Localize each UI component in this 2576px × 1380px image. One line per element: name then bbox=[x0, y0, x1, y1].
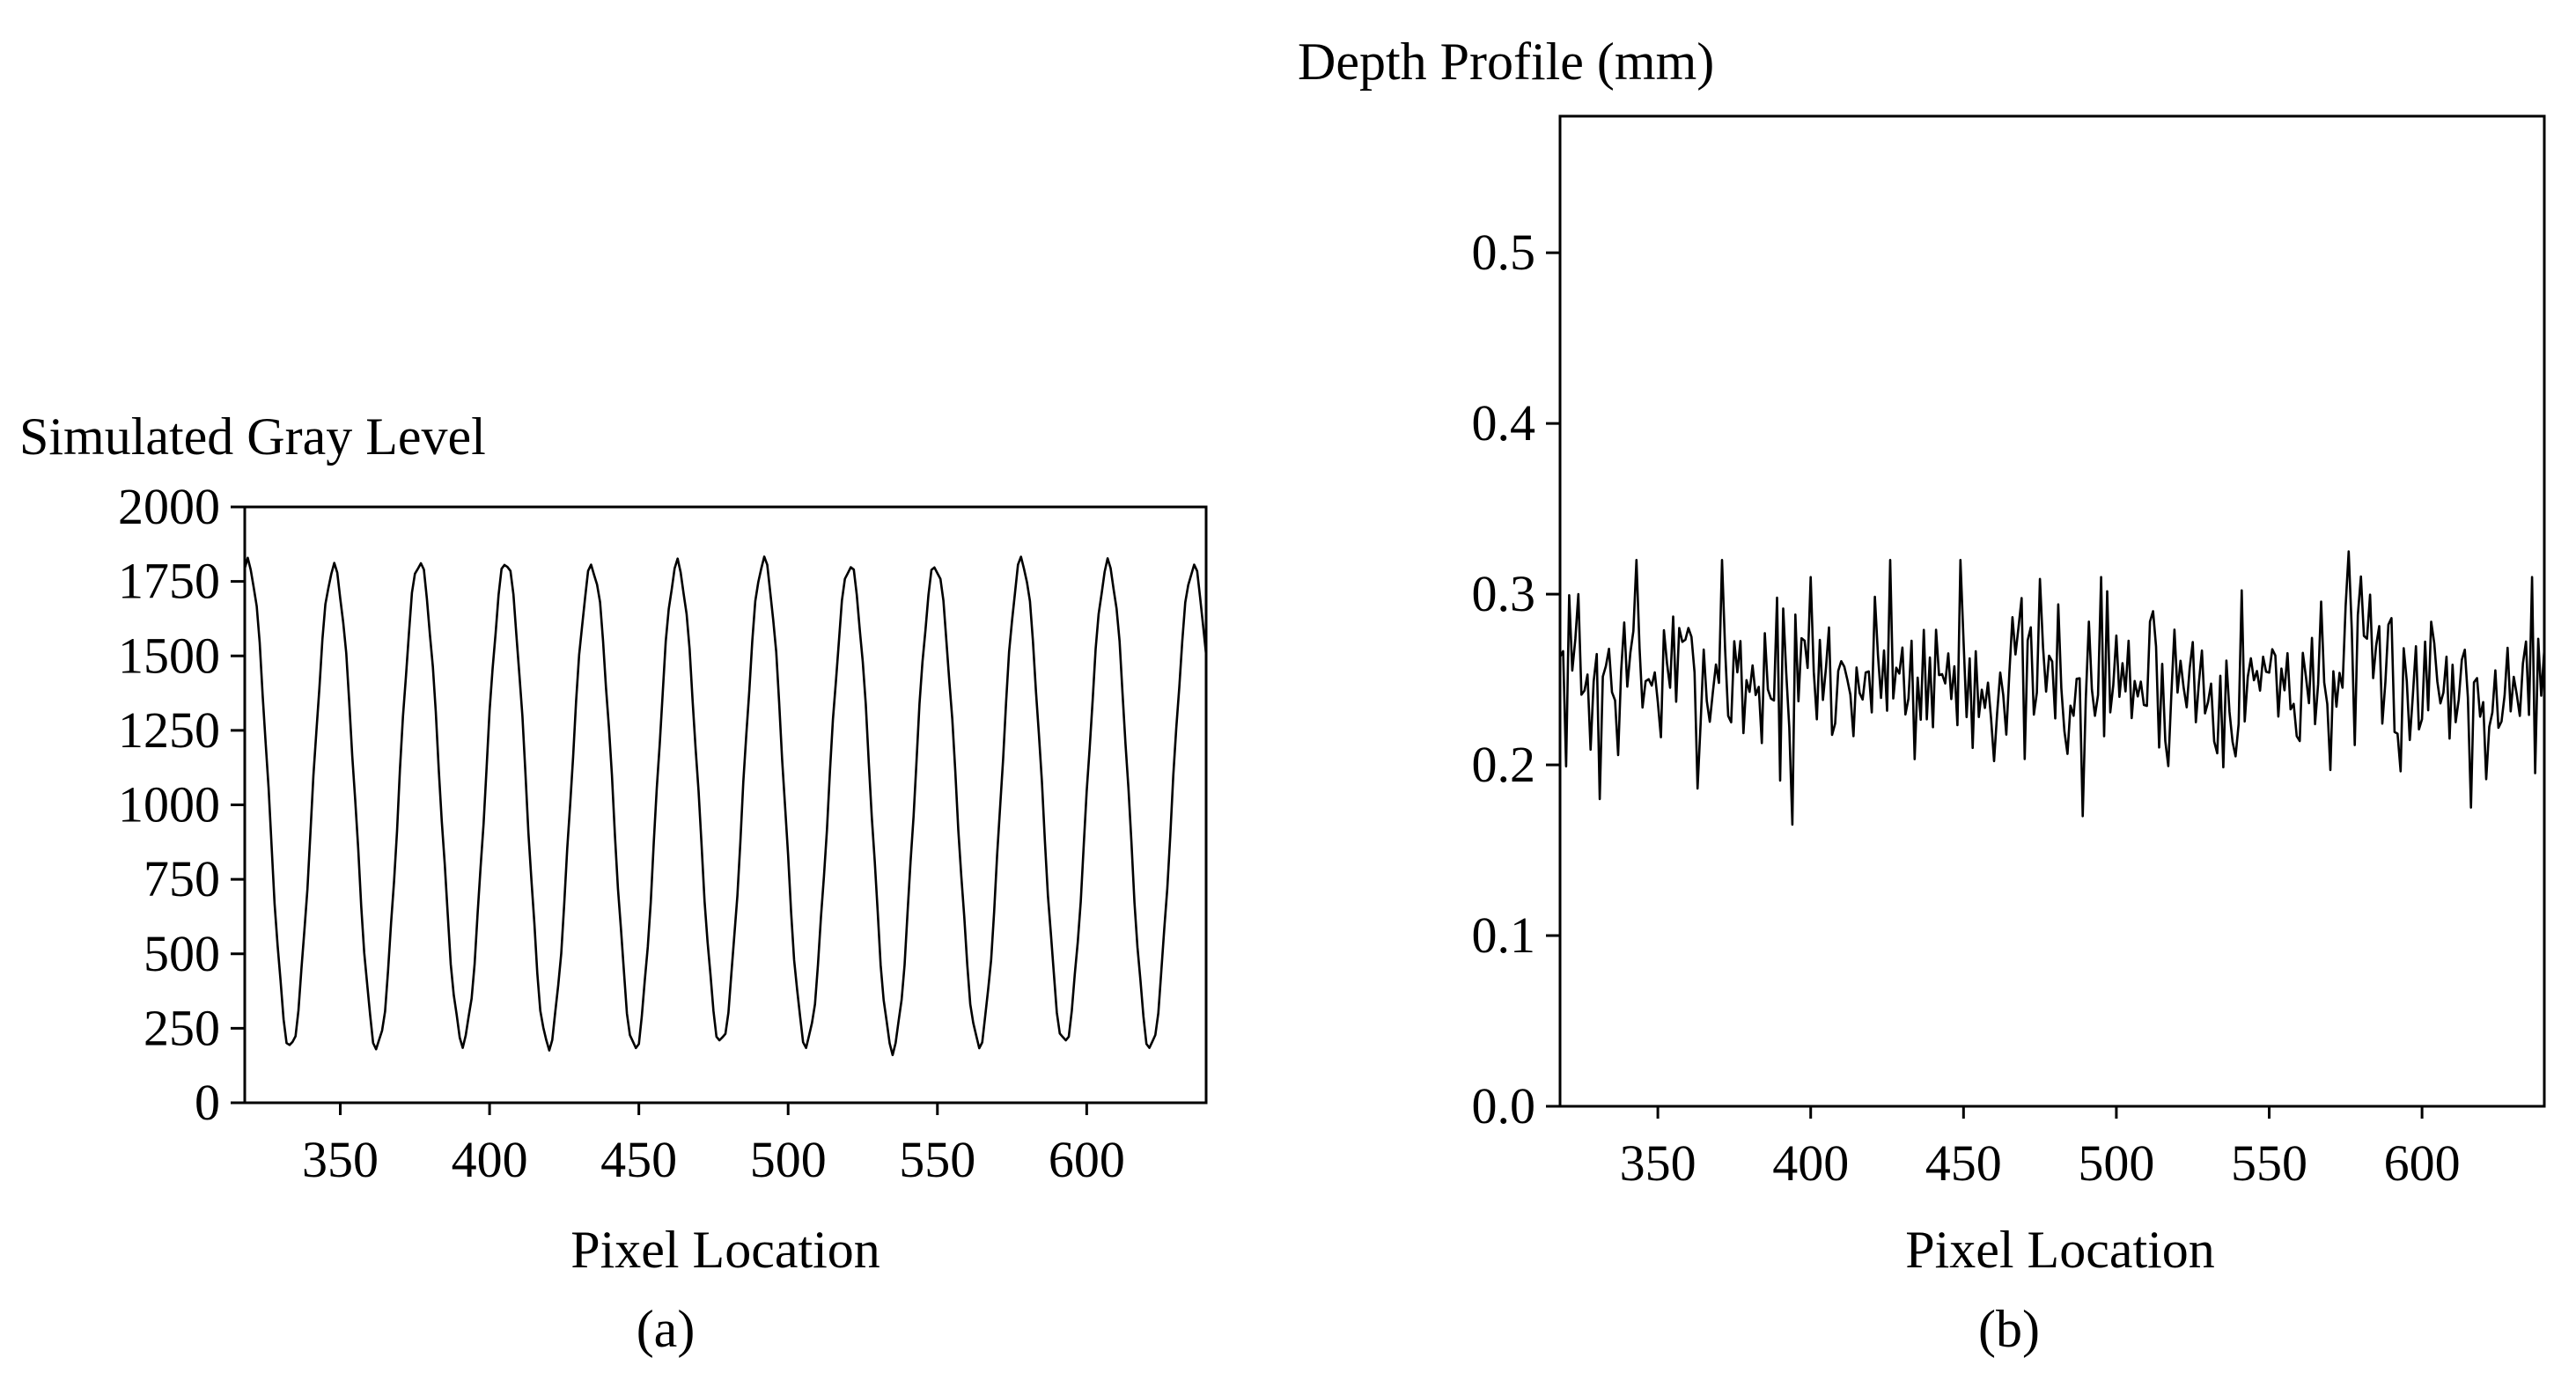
panel-b-x-tick-label: 350 bbox=[1620, 1134, 1696, 1192]
panel-a-plot-frame bbox=[243, 505, 1208, 1105]
panel-b-y-tick-label: 0.2 bbox=[1472, 736, 1536, 793]
panel-b-x-tick-label: 500 bbox=[2078, 1134, 2154, 1192]
panel-a-x-axis-title: Pixel Location bbox=[570, 1221, 880, 1279]
panel-a-y-tick-label: 2000 bbox=[118, 478, 220, 535]
panel-a-y-tick-label: 1250 bbox=[118, 701, 220, 759]
panel-a-y-tick-label: 1000 bbox=[118, 776, 220, 833]
panel-a-gray-level-line bbox=[243, 555, 1208, 1057]
panel-a-gray-level-chart: Simulated Gray Level 0 250 500 750 1000 1250 1… bbox=[19, 407, 1208, 1358]
panel-a-x-tick-label: 400 bbox=[452, 1131, 528, 1188]
panel-b-x-axis-title: Pixel Location bbox=[1905, 1221, 2215, 1279]
panel-b-y-tick-label: 0.4 bbox=[1472, 394, 1536, 451]
panel-b-y-tick-label: 0.3 bbox=[1472, 565, 1536, 622]
panel-b-x-axis: 350 400 450 500 550 600 bbox=[1620, 1106, 2461, 1192]
panel-b-x-tick-label: 400 bbox=[1772, 1134, 1849, 1192]
panel-b-y-tick-label: 0.5 bbox=[1472, 224, 1536, 281]
panel-b-y-tick-label: 0.1 bbox=[1472, 907, 1536, 964]
panel-a-x-axis: 350 400 450 500 550 600 bbox=[302, 1103, 1125, 1188]
panel-a-y-tick-label: 250 bbox=[144, 999, 220, 1056]
panel-b-y-tick-label: 0.0 bbox=[1472, 1077, 1536, 1134]
panel-a-y-tick-label: 1750 bbox=[118, 553, 220, 610]
panel-a-caption: (a) bbox=[637, 1300, 696, 1358]
panel-a-x-tick-label: 450 bbox=[600, 1131, 677, 1188]
panel-a-x-tick-label: 350 bbox=[302, 1131, 379, 1188]
panel-b-plot-frame bbox=[1558, 114, 2546, 1108]
panel-a-x-tick-label: 550 bbox=[899, 1131, 975, 1188]
panel-b-title: Depth Profile (mm) bbox=[1298, 33, 1714, 91]
panel-a-title: Simulated Gray Level bbox=[19, 407, 486, 466]
panel-a-x-tick-label: 500 bbox=[750, 1131, 827, 1188]
panel-a-y-tick-label: 0 bbox=[195, 1074, 220, 1131]
panel-b-x-tick-label: 550 bbox=[2231, 1134, 2307, 1192]
panel-b-x-tick-label: 600 bbox=[2384, 1134, 2461, 1192]
panel-a-y-tick-label: 500 bbox=[144, 925, 220, 982]
panel-b-caption: (b) bbox=[1978, 1300, 2040, 1358]
panel-b-depth-profile-chart: Depth Profile (mm) 0.0 0.1 0.2 0.3 0.4 0.5 35… bbox=[1298, 33, 2546, 1358]
panel-a-y-axis: 0 250 500 750 1000 1250 1500 1750 2000 bbox=[118, 478, 245, 1131]
panel-b-y-axis: 0.0 0.1 0.2 0.3 0.4 0.5 bbox=[1472, 224, 1560, 1134]
panel-b-depth-profile-line bbox=[1558, 550, 2546, 826]
panel-a-y-tick-label: 1500 bbox=[118, 627, 220, 684]
panel-a-x-tick-label: 600 bbox=[1049, 1131, 1125, 1188]
panel-b-x-tick-label: 450 bbox=[1925, 1134, 2002, 1192]
panel-a-y-tick-label: 750 bbox=[144, 850, 220, 907]
